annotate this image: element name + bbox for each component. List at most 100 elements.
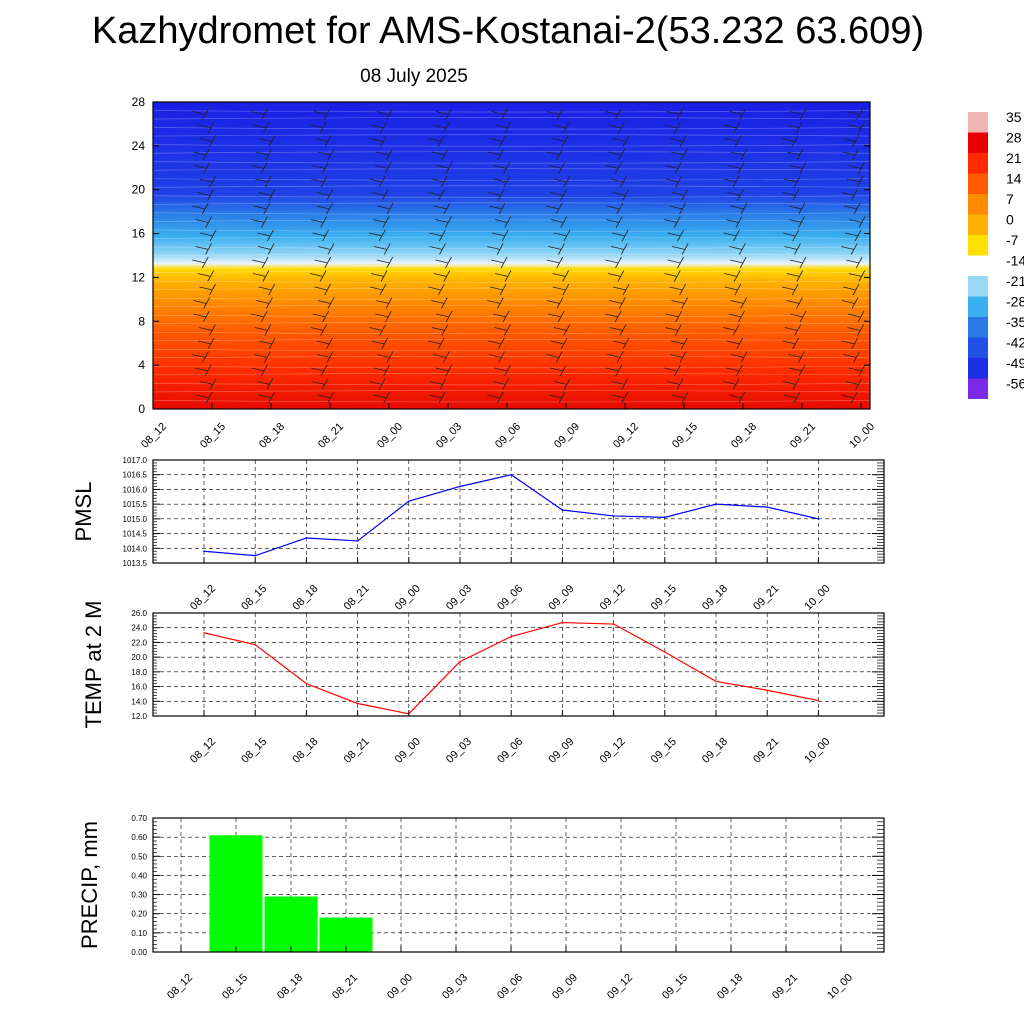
x-tick-label: 09_15 [649,736,679,766]
x-tick-label: 08_18 [257,421,287,451]
plot-frame [152,101,871,410]
x-tick-label: 08_12 [188,736,218,766]
y-tick-label: 1016.0 [123,485,148,494]
contour-line [152,287,871,290]
x-tick-label: 08_18 [275,972,305,1002]
plot-frame [152,612,885,717]
colorbar-label: 0 [1006,212,1014,228]
y-tick-label: 0.40 [131,871,147,880]
chart-subtitle: 08 July 2025 [360,66,468,87]
chart-title: Kazhydromet for AMS-Kostanai-2(53.232 63… [91,10,925,52]
x-tick-label: 09_12 [598,736,628,766]
x-tick-label: 09_18 [700,583,730,613]
y-tick-label: 24 [132,139,146,153]
contour-line [152,331,871,335]
colorbar-label: -35 [1006,314,1024,330]
x-tick-label: 08_12 [139,421,169,451]
colorbar-label: 35 [1006,109,1022,125]
x-tick-label: 09_09 [550,972,580,1002]
colorbar-swatch [968,173,988,194]
data-point [305,537,308,539]
contour-line [152,270,871,273]
data-point [356,540,359,542]
y-tick-label: 20 [132,183,146,197]
x-tick-label: 09_18 [715,972,745,1002]
colorbar-label: -28 [1006,294,1024,310]
x-tick-label: 10_00 [847,421,877,451]
data-point [510,473,512,476]
data-point [356,702,359,705]
x-tick-label: 09_12 [611,421,641,451]
y-tick-label: 16 [132,227,146,241]
colorbar-swatch [968,132,988,153]
data-point [561,621,564,624]
wind-barb-column [310,108,335,404]
plot-frame [152,459,885,564]
x-tick-label: 08_15 [220,972,250,1002]
x-tick-label: 08_21 [342,583,372,613]
contour-line [152,373,871,376]
contour-line [152,229,871,232]
heatmap-panel: 0 4 8 12 16 20 24 28 08_12 08_15 08_18 08_21 09_00 09… [132,95,877,451]
data-point [817,699,820,702]
data-point [408,500,410,503]
x-tick-label: 09_03 [444,736,474,766]
series-line [203,474,819,557]
y-tick-label: 16.0 [131,683,147,692]
y-tick-label: 12.0 [131,712,147,721]
y-tick-label: 0.70 [131,814,147,823]
y-tick-label: 1013.5 [123,559,148,568]
y-tick-label: 20.0 [131,653,147,662]
data-point [203,550,205,553]
colorbar-swatch [968,194,988,215]
y-tick-label: 12 [132,270,146,284]
x-tick-label: 09_12 [598,583,628,613]
x-tick-label: 10_00 [802,583,832,613]
wind-barb-column [605,108,630,404]
x-tick-label: 08_15 [239,583,269,613]
x-tick-label: 09_18 [700,736,730,766]
x-tick-label: 09_03 [440,972,470,1002]
y-tick-label: 0.00 [131,948,147,957]
data-point [612,623,615,625]
colorbar-swatch [968,276,988,297]
wind-barb-column [251,108,276,404]
x-tick-label: 09_21 [770,972,800,1002]
x-tick-label: 09_15 [649,583,679,613]
data-point [612,515,615,517]
contour-line [152,321,871,325]
x-tick-label: 10_00 [825,972,855,1002]
contour-line [152,304,871,307]
data-point [305,682,308,685]
x-tick-label: 09_09 [552,421,582,451]
x-tick-label: 09_18 [729,421,759,451]
contour-line [152,185,871,188]
precip-panel: 0.00 0.10 0.20 0.30 0.40 0.50 0.60 0.70 08_12 08_… [77,814,885,1002]
y-tick-label: 0.10 [131,929,147,938]
wind-barb-column [369,108,394,404]
contour-line [152,178,871,181]
wind-barb-column [487,108,512,404]
x-tick-label: 08_15 [198,421,228,451]
x-tick-label: 09_00 [393,583,423,613]
colorbar-label: -21 [1006,273,1024,289]
contour-line [152,151,871,154]
colorbar-label: -42 [1006,335,1024,351]
colorbar-swatch [968,153,988,174]
data-point [715,503,717,505]
wind-barb-column [546,108,571,404]
contour-line [152,263,871,266]
contour-line [152,236,871,239]
contour-line [152,297,871,300]
y-tick-label: 8 [138,314,145,328]
contour-line [152,127,871,130]
y-axis-label: TEMP at 2 M [81,601,106,729]
y-axis-label: PRECIP, mm [77,821,102,949]
y-tick-label: 0.30 [131,891,147,900]
colorbar: 35 28 21 14 7 0 -7 -14 -21 -28 -35 -42 -49 -56 [968,109,1024,399]
wind-barb-column [428,108,453,404]
x-tick-label: 08_18 [290,736,320,766]
contour-line [152,202,871,205]
y-tick-label: 0 [138,402,145,416]
wind-barb-column [841,108,866,404]
